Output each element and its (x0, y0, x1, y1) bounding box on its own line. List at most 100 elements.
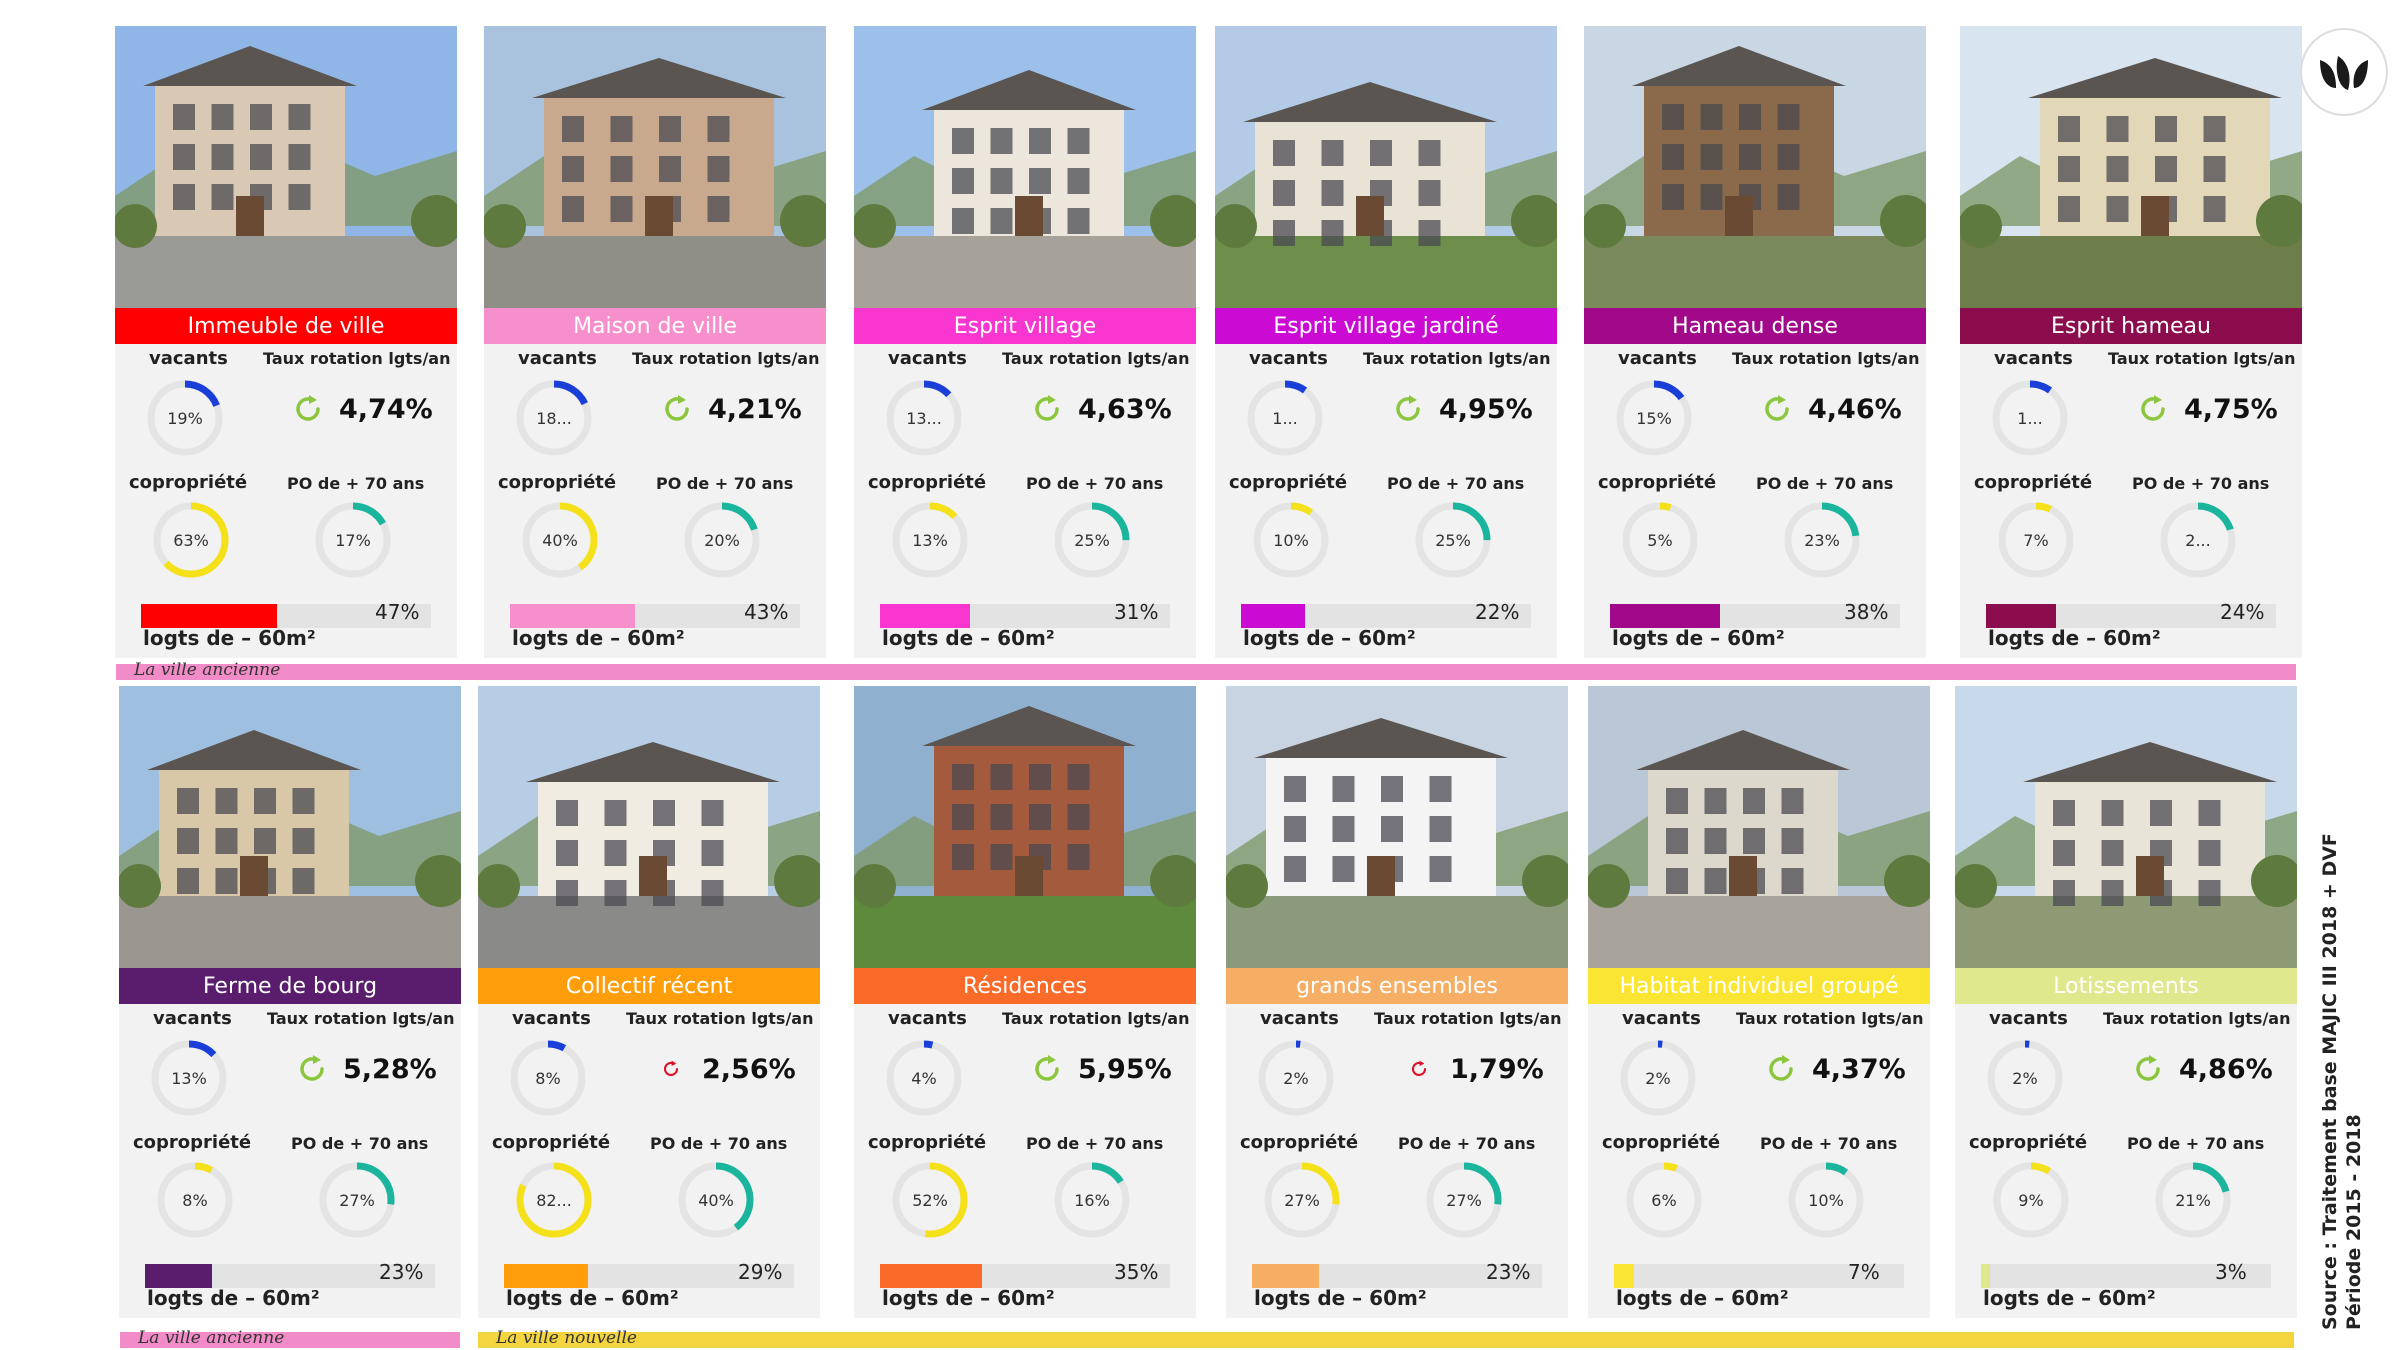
po70-donut-ring (684, 502, 760, 578)
rotation-label: Taux rotation lgts/an (1363, 349, 1551, 368)
po70-donut-ring (678, 1162, 754, 1238)
vacants-value: 1... (2017, 408, 2043, 428)
po70-donut-ring (1426, 1162, 1502, 1238)
po70-donut: 10% (1784, 1158, 1868, 1242)
vacants-donut-arc (1258, 1040, 1334, 1116)
po70-value: 21% (2175, 1190, 2211, 1210)
vacants-donut: 2% (1983, 1036, 2067, 1120)
building-photo (1584, 26, 1926, 308)
building-photo-art (1955, 686, 2297, 968)
po70-label: PO de + 70 ans (2127, 1134, 2265, 1153)
rotation-label: Taux rotation lgts/an (632, 349, 820, 368)
rotation-value: 4,63% (1078, 393, 1172, 425)
vacants-donut-arc (886, 1040, 962, 1116)
vacants-label: vacants (1989, 1008, 2068, 1029)
copro-donut-arc (1626, 1162, 1702, 1238)
copro-donut-arc (516, 1162, 592, 1238)
typology-title: Résidences (854, 968, 1196, 1004)
brand-logo (2300, 28, 2388, 116)
vacants-value: 13% (171, 1068, 207, 1088)
copro-label: copropriété (1229, 472, 1348, 493)
copro-label: copropriété (133, 1132, 252, 1153)
vacants-value: 2% (1645, 1068, 1671, 1088)
copro-donut: 5% (1618, 498, 1702, 582)
rotation-cycle-icon (300, 1055, 324, 1081)
copro-donut: 8% (153, 1158, 237, 1242)
rotation-cycle-down-icon (1411, 1060, 1427, 1077)
copro-donut-ring (516, 1162, 592, 1238)
po70-value: 17% (335, 530, 371, 550)
rotation-label: Taux rotation lgts/an (1002, 349, 1190, 368)
band-label-ville-ancienne-top: La ville ancienne (134, 660, 281, 680)
logts-bar-fill (1986, 604, 2056, 628)
copro-value: 27% (1284, 1190, 1320, 1210)
logts-label: logts de – 60m² (882, 626, 1055, 650)
copro-donut-ring (1253, 502, 1329, 578)
building-photo (484, 26, 826, 308)
po70-label: PO de + 70 ans (1760, 1134, 1898, 1153)
band-ville-ancienne-bottom (120, 1332, 460, 1348)
po70-donut-arc (1426, 1162, 1502, 1238)
copro-donut-ring (1998, 502, 2074, 578)
vacants-donut: 1... (1988, 376, 2072, 460)
vacants-donut-ring (1620, 1040, 1696, 1116)
rotation-cycle-icon (1769, 1055, 1793, 1081)
rotation-label: Taux rotation lgts/an (267, 1009, 455, 1028)
copro-donut-ring (1622, 502, 1698, 578)
po70-label: PO de + 70 ans (650, 1134, 788, 1153)
copro-donut-ring (1264, 1162, 1340, 1238)
po70-donut: 20% (680, 498, 764, 582)
building-photo (1226, 686, 1568, 968)
vacants-donut-ring (1616, 380, 1692, 456)
building-photo (1215, 26, 1557, 308)
copro-donut-arc (1264, 1162, 1340, 1238)
logts-label: logts de – 60m² (1243, 626, 1416, 650)
copro-label: copropriété (868, 1132, 987, 1153)
typology-title: Collectif récent (478, 968, 820, 1004)
rotation-cycle-down-icon (663, 1060, 679, 1077)
vacants-donut-ring (1987, 1040, 2063, 1116)
typology-card-esprit-hameau: Esprit hameau vacants Taux rotation lgts/a… (1960, 26, 2302, 658)
vacants-donut: 18... (512, 376, 596, 460)
rotation-label: Taux rotation lgts/an (2103, 1009, 2291, 1028)
typology-card-collectif-recent: Collectif récent vacants Taux rotation lgt… (478, 686, 820, 1318)
po70-value: 40% (698, 1190, 734, 1210)
logts-bar-track (1981, 1264, 2271, 1288)
po70-label: PO de + 70 ans (1398, 1134, 1536, 1153)
vacants-donut-arc (151, 1040, 227, 1116)
building-photo-art (1588, 686, 1930, 968)
rotation-label: Taux rotation lgts/an (1002, 1009, 1190, 1028)
copro-value: 8% (182, 1190, 208, 1210)
copro-donut-arc (1998, 502, 2074, 578)
po70-donut-arc (1784, 502, 1860, 578)
logts-bar-fill (1981, 1264, 1990, 1288)
copro-label: copropriété (498, 472, 617, 493)
logts-value: 38% (1844, 600, 1889, 624)
vacants-donut: 15% (1612, 376, 1696, 460)
copro-label: copropriété (1969, 1132, 2088, 1153)
vacants-donut-ring (147, 380, 223, 456)
copro-value: 6% (1651, 1190, 1677, 1210)
po70-label: PO de + 70 ans (291, 1134, 429, 1153)
copro-label: copropriété (492, 1132, 611, 1153)
vacants-donut: 1... (1243, 376, 1327, 460)
copro-value: 7% (2023, 530, 2049, 550)
vacants-donut: 4% (882, 1036, 966, 1120)
vacants-donut-arc (510, 1040, 586, 1116)
copro-value: 52% (912, 1190, 948, 1210)
vacants-label: vacants (512, 1008, 591, 1029)
logts-bar-track (1252, 1264, 1542, 1288)
vacants-label: vacants (888, 1008, 967, 1029)
logts-label: logts de – 60m² (1254, 1286, 1427, 1310)
vacants-donut: 13... (882, 376, 966, 460)
po70-label: PO de + 70 ans (656, 474, 794, 493)
logts-label: logts de – 60m² (1616, 1286, 1789, 1310)
copro-label: copropriété (1974, 472, 2093, 493)
rotation-rate: 4,63% (1030, 392, 1172, 426)
po70-donut: 40% (674, 1158, 758, 1242)
rotation-rate: 4,74% (291, 392, 433, 426)
logts-value: 47% (375, 600, 420, 624)
po70-value: 25% (1435, 530, 1471, 550)
vacants-value: 19% (167, 408, 203, 428)
vacants-donut-ring (1247, 380, 1323, 456)
